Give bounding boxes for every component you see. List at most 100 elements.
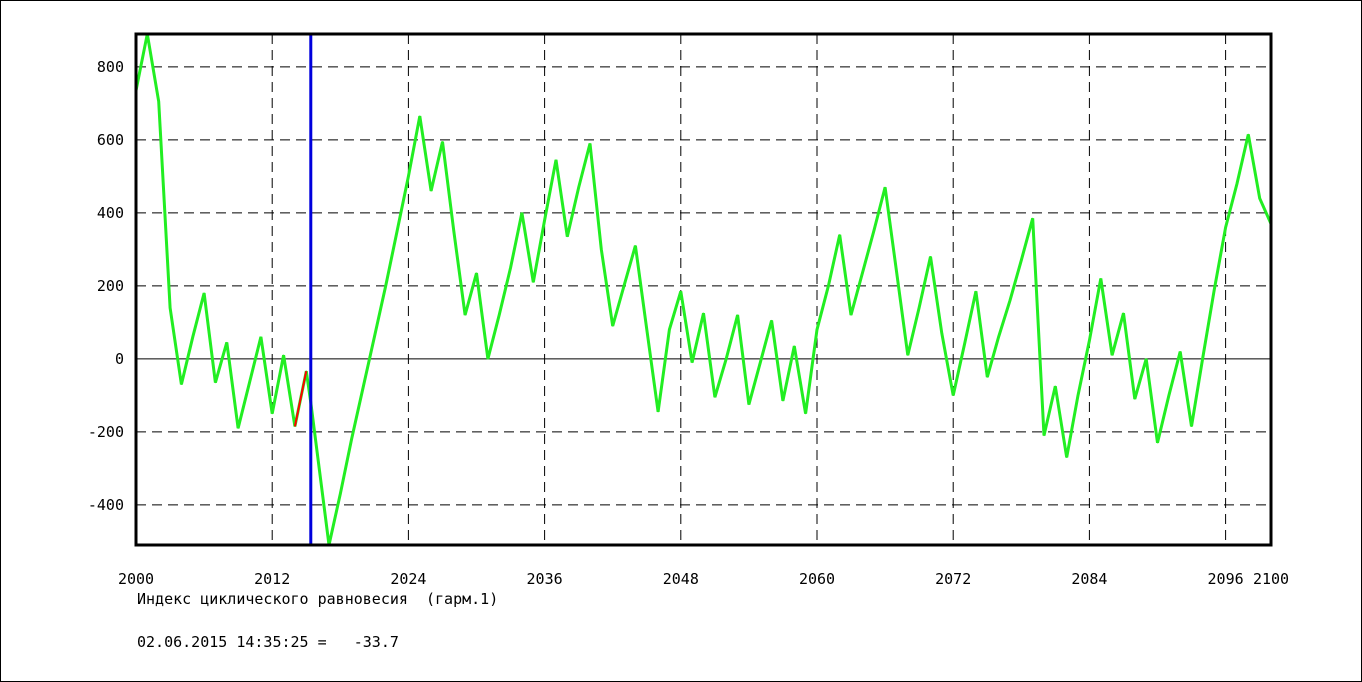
data-point — [668, 329, 671, 331]
data-point — [260, 336, 262, 338]
data-point — [646, 329, 648, 331]
data-point — [487, 358, 489, 360]
data-point — [373, 336, 375, 338]
data-point — [691, 361, 693, 364]
data-point — [158, 100, 160, 103]
data-point — [214, 381, 217, 384]
data-point — [1009, 299, 1011, 302]
data-point — [203, 292, 205, 294]
data-point — [759, 361, 761, 364]
data-point — [578, 186, 580, 188]
data-point — [1122, 312, 1125, 314]
data-point — [1111, 354, 1113, 356]
data-point — [861, 272, 864, 274]
y-tick-label: 0 — [115, 350, 124, 368]
data-point — [566, 235, 568, 238]
data-point — [351, 438, 353, 440]
series-line-0 — [134, 33, 1273, 546]
x-tick-label: 2000 — [118, 570, 154, 588]
data-point — [555, 159, 557, 161]
data-point — [873, 230, 875, 232]
data-point — [702, 312, 705, 314]
data-point — [612, 325, 614, 327]
data-point — [1202, 356, 1204, 358]
x-tick-label: 2084 — [1071, 570, 1107, 588]
y-tick-label: 800 — [97, 58, 124, 76]
y-tick-label: -200 — [88, 423, 124, 441]
data-point — [430, 190, 432, 192]
data-point — [282, 354, 285, 356]
data-point — [1145, 358, 1147, 360]
data-point — [464, 314, 466, 316]
data-point — [816, 329, 818, 331]
data-point — [237, 427, 239, 429]
chart-title: Индекс циклического равновесия (гарм.1) — [137, 590, 499, 608]
data-point — [895, 270, 898, 272]
data-point — [657, 411, 659, 413]
data-point — [169, 307, 171, 309]
data-point — [589, 142, 591, 145]
x-tick-label: 2012 — [254, 570, 290, 588]
y-tick-label: 600 — [97, 131, 124, 149]
data-point — [192, 336, 194, 338]
y-tick-label: 400 — [97, 204, 124, 222]
x-tick-label: 2096 — [1208, 570, 1244, 588]
data-point — [453, 230, 455, 232]
data-point — [419, 115, 421, 117]
data-point — [1236, 183, 1238, 185]
data-point — [248, 381, 251, 384]
data-point — [1213, 288, 1215, 291]
data-point — [793, 345, 795, 347]
data-point — [1134, 398, 1136, 400]
data-point — [498, 314, 500, 316]
x-tick-label: 2048 — [663, 570, 699, 588]
data-point — [1247, 133, 1249, 135]
data-point — [362, 387, 364, 389]
x-tick-label: 2024 — [390, 570, 426, 588]
data-point — [1259, 197, 1261, 199]
data-point — [396, 230, 398, 232]
data-point — [941, 332, 943, 334]
data-point — [929, 256, 932, 258]
data-point — [180, 383, 182, 385]
y-tick-label: 200 — [97, 277, 124, 295]
data-point — [1088, 340, 1090, 342]
cursor-marker-segment — [293, 370, 308, 427]
data-point — [884, 186, 886, 188]
data-point — [1225, 226, 1227, 229]
data-point — [1190, 425, 1193, 427]
data-point — [714, 396, 716, 398]
data-point — [1054, 385, 1056, 387]
data-point — [680, 290, 682, 292]
data-point — [544, 219, 546, 221]
data-point — [918, 307, 920, 309]
data-point — [441, 141, 444, 143]
data-point — [407, 175, 409, 177]
data-point — [271, 413, 273, 415]
data-point — [771, 319, 773, 322]
data-point — [725, 358, 727, 360]
horizontal-gridlines — [136, 66, 1271, 506]
series-group — [134, 33, 1273, 546]
data-point — [1043, 434, 1045, 437]
data-point — [748, 403, 750, 406]
data-point — [600, 248, 602, 250]
data-point — [226, 341, 228, 344]
data-point — [1156, 442, 1159, 444]
data-point — [827, 285, 829, 287]
data-point — [736, 314, 739, 316]
data-point — [998, 336, 1000, 338]
data-point — [532, 281, 534, 283]
data-point — [975, 290, 977, 292]
x-tick-labels: 2000 2012 2024 2036 2048 2060 2072 2084 2096 2100 — [118, 570, 1289, 588]
data-point — [1032, 217, 1034, 219]
data-point — [509, 267, 512, 269]
data-point — [907, 354, 909, 356]
data-point — [1066, 456, 1068, 458]
data-point — [634, 245, 637, 247]
data-point — [475, 272, 478, 274]
data-point — [521, 212, 523, 214]
x-tick-label: 2100 — [1253, 570, 1289, 588]
data-point — [805, 413, 807, 415]
